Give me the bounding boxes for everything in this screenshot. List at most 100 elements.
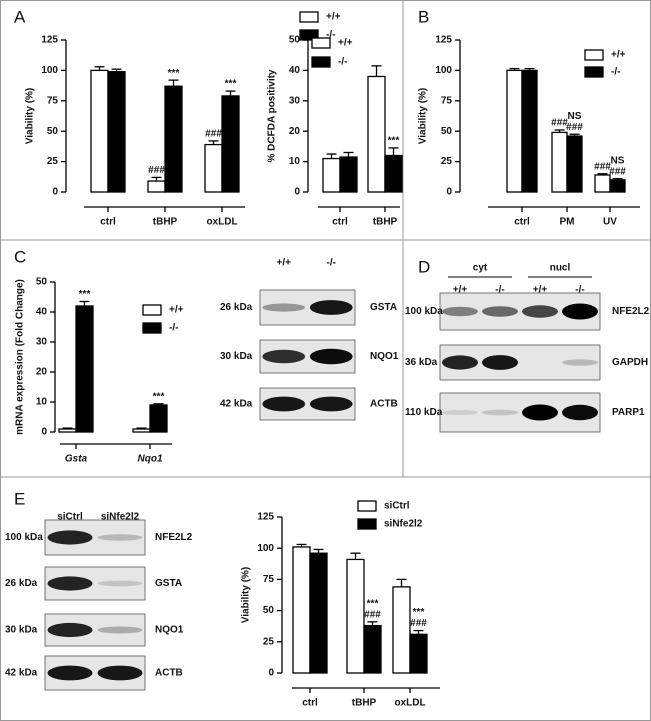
legend-label: siCtrl	[384, 501, 410, 512]
protein-label: ACTB	[370, 399, 398, 410]
significance-label: ###	[205, 129, 222, 140]
bar	[221, 95, 240, 193]
blot-band	[97, 665, 143, 681]
y-tick-label: 20	[289, 126, 301, 137]
group-label: nucl	[550, 263, 571, 274]
lane-label: -/-	[575, 285, 584, 296]
legend-swatch	[311, 37, 331, 49]
significance-label: ***	[388, 136, 400, 147]
legend-label: -/-	[611, 67, 620, 78]
bar	[409, 633, 428, 674]
protein-label: ACTB	[155, 668, 183, 679]
panel-letter: A	[14, 7, 26, 26]
blot-band	[262, 396, 306, 412]
blot-band	[442, 355, 478, 370]
legend-swatch	[357, 518, 377, 530]
significance-label: ###	[364, 609, 381, 620]
blot-band	[262, 303, 306, 312]
blot-band	[482, 355, 518, 370]
blot-band	[562, 359, 598, 366]
blot-band	[309, 348, 353, 365]
blot-band	[482, 306, 518, 317]
size-label: 42 kDa	[220, 399, 253, 410]
bar	[204, 143, 223, 193]
lane-label: +/+	[277, 258, 292, 269]
size-label: 30 kDa	[5, 625, 38, 636]
lane-label: +/+	[453, 285, 468, 296]
bar	[594, 174, 611, 193]
protein-label: GSTA	[370, 302, 397, 313]
protein-label: GSTA	[155, 578, 182, 589]
y-tick-label: 100	[435, 65, 452, 76]
y-tick-label: 75	[47, 95, 59, 106]
y-tick-label: 30	[289, 95, 301, 106]
x-tick-label: tBHP	[373, 217, 398, 228]
blot-band	[97, 580, 143, 587]
y-tick-label: 100	[257, 543, 274, 554]
y-tick-label: 30	[36, 337, 48, 348]
bar	[521, 69, 538, 193]
bar	[346, 558, 365, 674]
y-tick-label: 0	[446, 187, 452, 198]
x-tick-label: ctrl	[100, 217, 116, 228]
bar	[107, 70, 126, 193]
y-tick-label: 40	[289, 65, 301, 76]
bar	[322, 157, 341, 193]
size-label: 36 kDa	[405, 357, 438, 368]
y-tick-label: 25	[263, 636, 275, 647]
x-tick-label: Gsta	[65, 454, 88, 465]
y-axis-label: Viability (%)	[241, 567, 252, 624]
panel-letter: E	[14, 489, 25, 508]
legend-label: -/-	[326, 30, 335, 41]
legend-label: -/-	[338, 57, 347, 68]
y-tick-label: 75	[263, 574, 275, 585]
y-tick-label: 50	[263, 605, 275, 616]
legend-swatch	[142, 304, 162, 316]
protein-label: NQO1	[370, 351, 399, 362]
y-tick-label: 125	[257, 512, 274, 523]
x-tick-label: Nqo1	[138, 454, 163, 465]
bar	[566, 135, 583, 193]
legend-swatch	[584, 66, 604, 78]
blot-band	[47, 576, 93, 591]
x-tick-label: PM	[560, 217, 575, 228]
size-label: 30 kDa	[220, 351, 253, 362]
blot-band	[262, 349, 306, 364]
significance-label: ***	[367, 598, 379, 609]
significance-label: ***	[225, 79, 237, 90]
significance-label: ###	[410, 618, 427, 629]
y-tick-label: 10	[289, 156, 301, 167]
blot-band	[47, 530, 93, 545]
bar	[506, 69, 523, 193]
group-label: cyt	[473, 263, 488, 274]
protein-label: PARP1	[612, 407, 645, 418]
blot-band	[442, 409, 478, 416]
significance-label: ***	[153, 391, 165, 402]
y-tick-label: 25	[441, 156, 453, 167]
legend-swatch	[584, 49, 604, 61]
blot-band	[562, 404, 598, 421]
blot-band	[562, 303, 598, 320]
lane-label: -/-	[495, 285, 504, 296]
y-tick-label: 25	[47, 156, 59, 167]
bar	[339, 156, 358, 193]
significance-label: ###	[148, 165, 165, 176]
x-tick-label: oxLDL	[206, 217, 237, 228]
bar	[367, 75, 386, 193]
blot-band	[522, 404, 558, 421]
bar	[363, 624, 382, 674]
bar	[58, 428, 77, 433]
y-tick-label: 0	[52, 187, 58, 198]
protein-label: NFE2L2	[612, 306, 650, 317]
y-axis-label: Viability (%)	[418, 88, 429, 145]
lane-label: +/+	[533, 285, 548, 296]
significance-label: ###	[566, 122, 583, 133]
lane-label: siCtrl	[57, 512, 83, 523]
legend-label: +/+	[326, 12, 341, 23]
legend-swatch	[142, 322, 162, 334]
significance-label: ***	[79, 289, 91, 300]
x-tick-label: tBHP	[153, 217, 178, 228]
y-tick-label: 75	[441, 95, 453, 106]
bar	[132, 428, 151, 433]
